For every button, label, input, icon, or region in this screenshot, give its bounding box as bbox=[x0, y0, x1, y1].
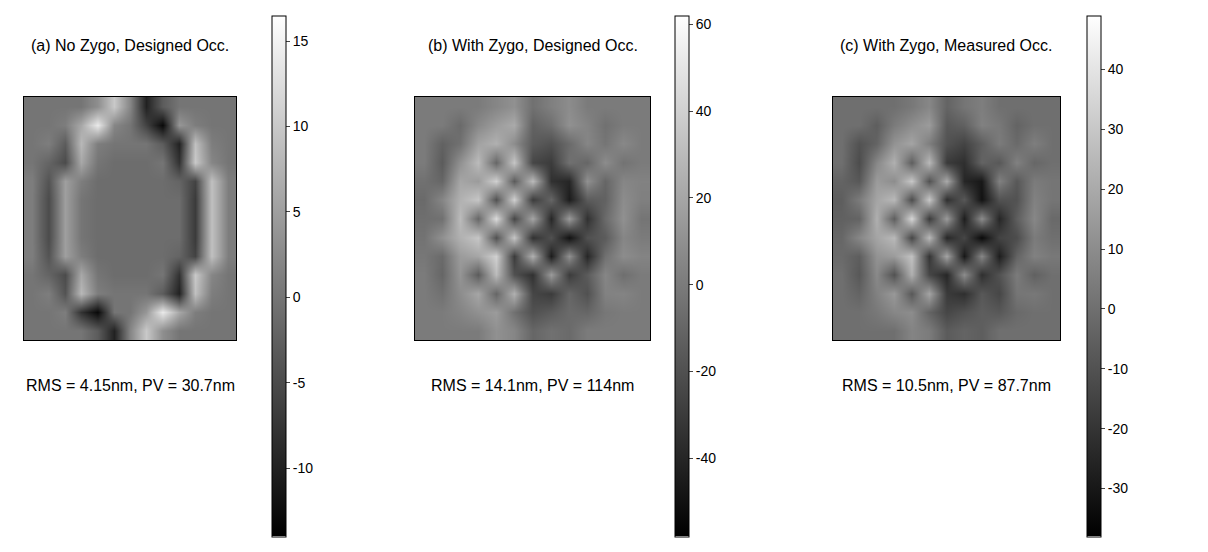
svg-text:RMS = 10.5nm, PV = 87.7nm: RMS = 10.5nm, PV = 87.7nm bbox=[842, 377, 1051, 394]
svg-text:15: 15 bbox=[293, 33, 309, 49]
svg-text:5: 5 bbox=[293, 204, 301, 220]
svg-text:-20: -20 bbox=[696, 363, 716, 379]
svg-text:RMS = 4.15nm, PV = 30.7nm: RMS = 4.15nm, PV = 30.7nm bbox=[26, 377, 235, 394]
svg-text:10: 10 bbox=[1108, 241, 1124, 257]
svg-text:40: 40 bbox=[1108, 61, 1124, 77]
svg-text:-30: -30 bbox=[1108, 480, 1128, 496]
svg-text:0: 0 bbox=[696, 277, 704, 293]
svg-text:(c) With Zygo, Measured Occ.: (c) With Zygo, Measured Occ. bbox=[840, 37, 1053, 54]
svg-text:-10: -10 bbox=[293, 460, 313, 476]
svg-text:RMS = 14.1nm, PV = 114nm: RMS = 14.1nm, PV = 114nm bbox=[431, 377, 634, 394]
svg-text:-10: -10 bbox=[1108, 361, 1128, 377]
svg-text:20: 20 bbox=[696, 190, 712, 206]
svg-text:0: 0 bbox=[293, 289, 301, 305]
svg-text:0: 0 bbox=[1108, 301, 1116, 317]
svg-text:-20: -20 bbox=[1108, 421, 1128, 437]
svg-text:30: 30 bbox=[1108, 121, 1124, 137]
svg-text:(b) With Zygo, Designed Occ.: (b) With Zygo, Designed Occ. bbox=[428, 37, 638, 54]
svg-text:20: 20 bbox=[1108, 181, 1124, 197]
svg-text:(a) No Zygo, Designed Occ.: (a) No Zygo, Designed Occ. bbox=[31, 37, 229, 54]
svg-text:60: 60 bbox=[696, 16, 712, 32]
svg-text:-40: -40 bbox=[696, 450, 716, 466]
svg-text:10: 10 bbox=[293, 118, 309, 134]
svg-text:-5: -5 bbox=[293, 375, 306, 391]
svg-text:40: 40 bbox=[696, 103, 712, 119]
